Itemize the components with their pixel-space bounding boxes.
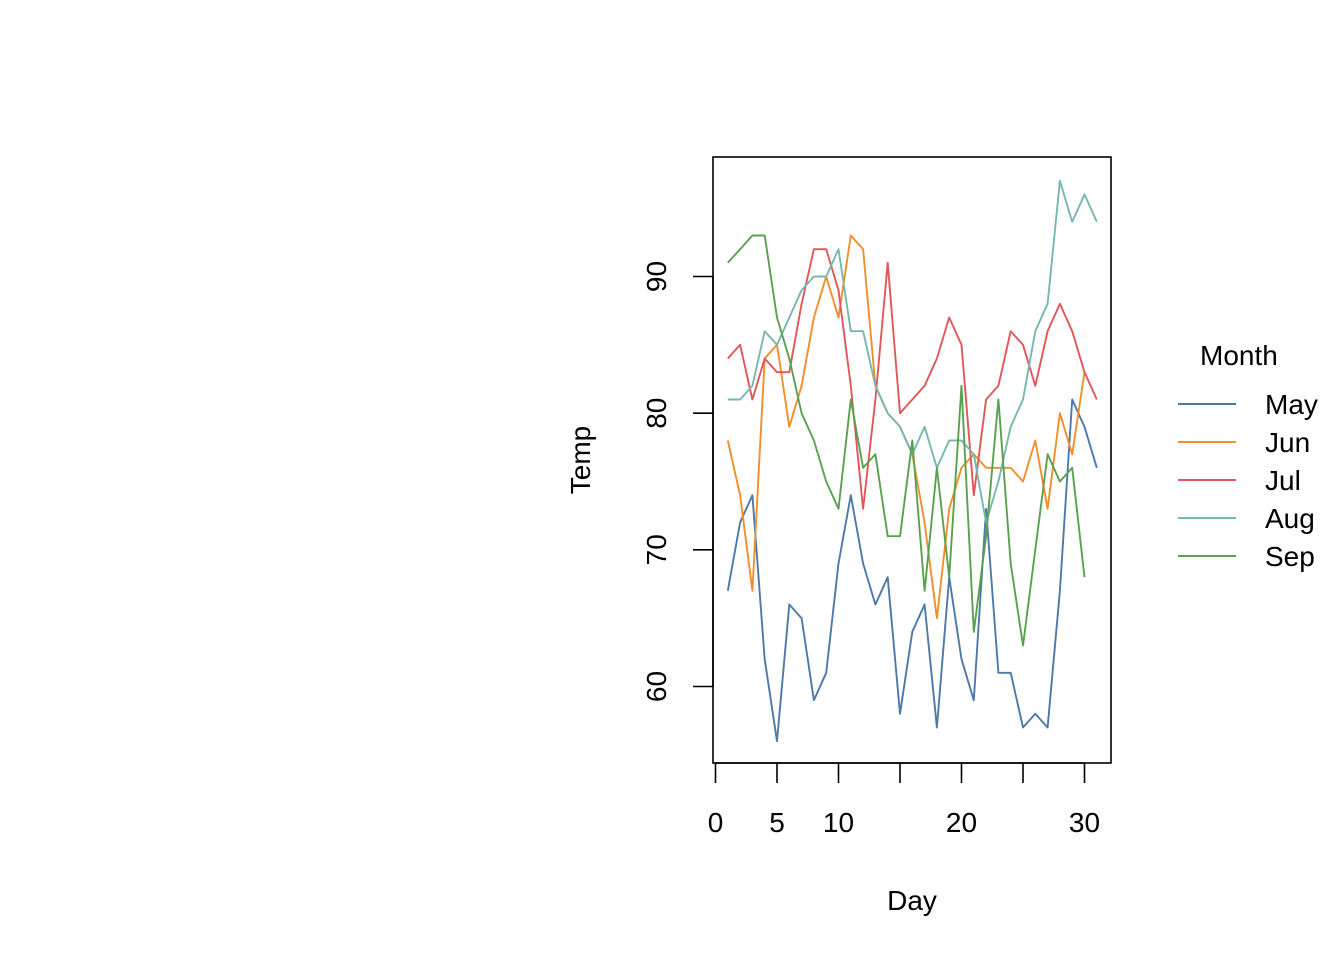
legend-label-may: May: [1265, 389, 1318, 420]
x-axis-title: Day: [887, 885, 937, 916]
series-line-sep: [727, 234, 1086, 647]
legend-label-jun: Jun: [1265, 427, 1310, 458]
y-tick-label: 70: [641, 534, 672, 565]
legend-label-sep: Sep: [1265, 541, 1315, 572]
x-tick-label: 20: [946, 807, 977, 838]
y-tick-label: 60: [641, 671, 672, 702]
legend: Month May Jun Jul Aug Sep: [1178, 340, 1318, 572]
y-tick-label: 90: [641, 261, 672, 292]
series-line-jun: [726, 234, 1086, 620]
legend-label-jul: Jul: [1265, 465, 1301, 496]
legend-title: Month: [1200, 340, 1278, 371]
y-axis-title: Temp: [565, 426, 596, 494]
x-axis: 0 5 10 20 30: [708, 762, 1100, 838]
x-tick-label: 0: [708, 807, 724, 838]
plot-frame: [712, 156, 1112, 764]
series-lines: [726, 179, 1098, 743]
legend-label-aug: Aug: [1265, 503, 1315, 534]
y-axis: 60 70 80 90: [641, 261, 714, 702]
series-line-jul: [727, 248, 1098, 510]
x-tick-label: 30: [1069, 807, 1100, 838]
y-tick-label: 80: [641, 398, 672, 429]
series-line-may: [726, 398, 1098, 743]
series-line-aug: [727, 179, 1098, 524]
x-tick-label: 5: [769, 807, 785, 838]
x-tick-label: 10: [823, 807, 854, 838]
